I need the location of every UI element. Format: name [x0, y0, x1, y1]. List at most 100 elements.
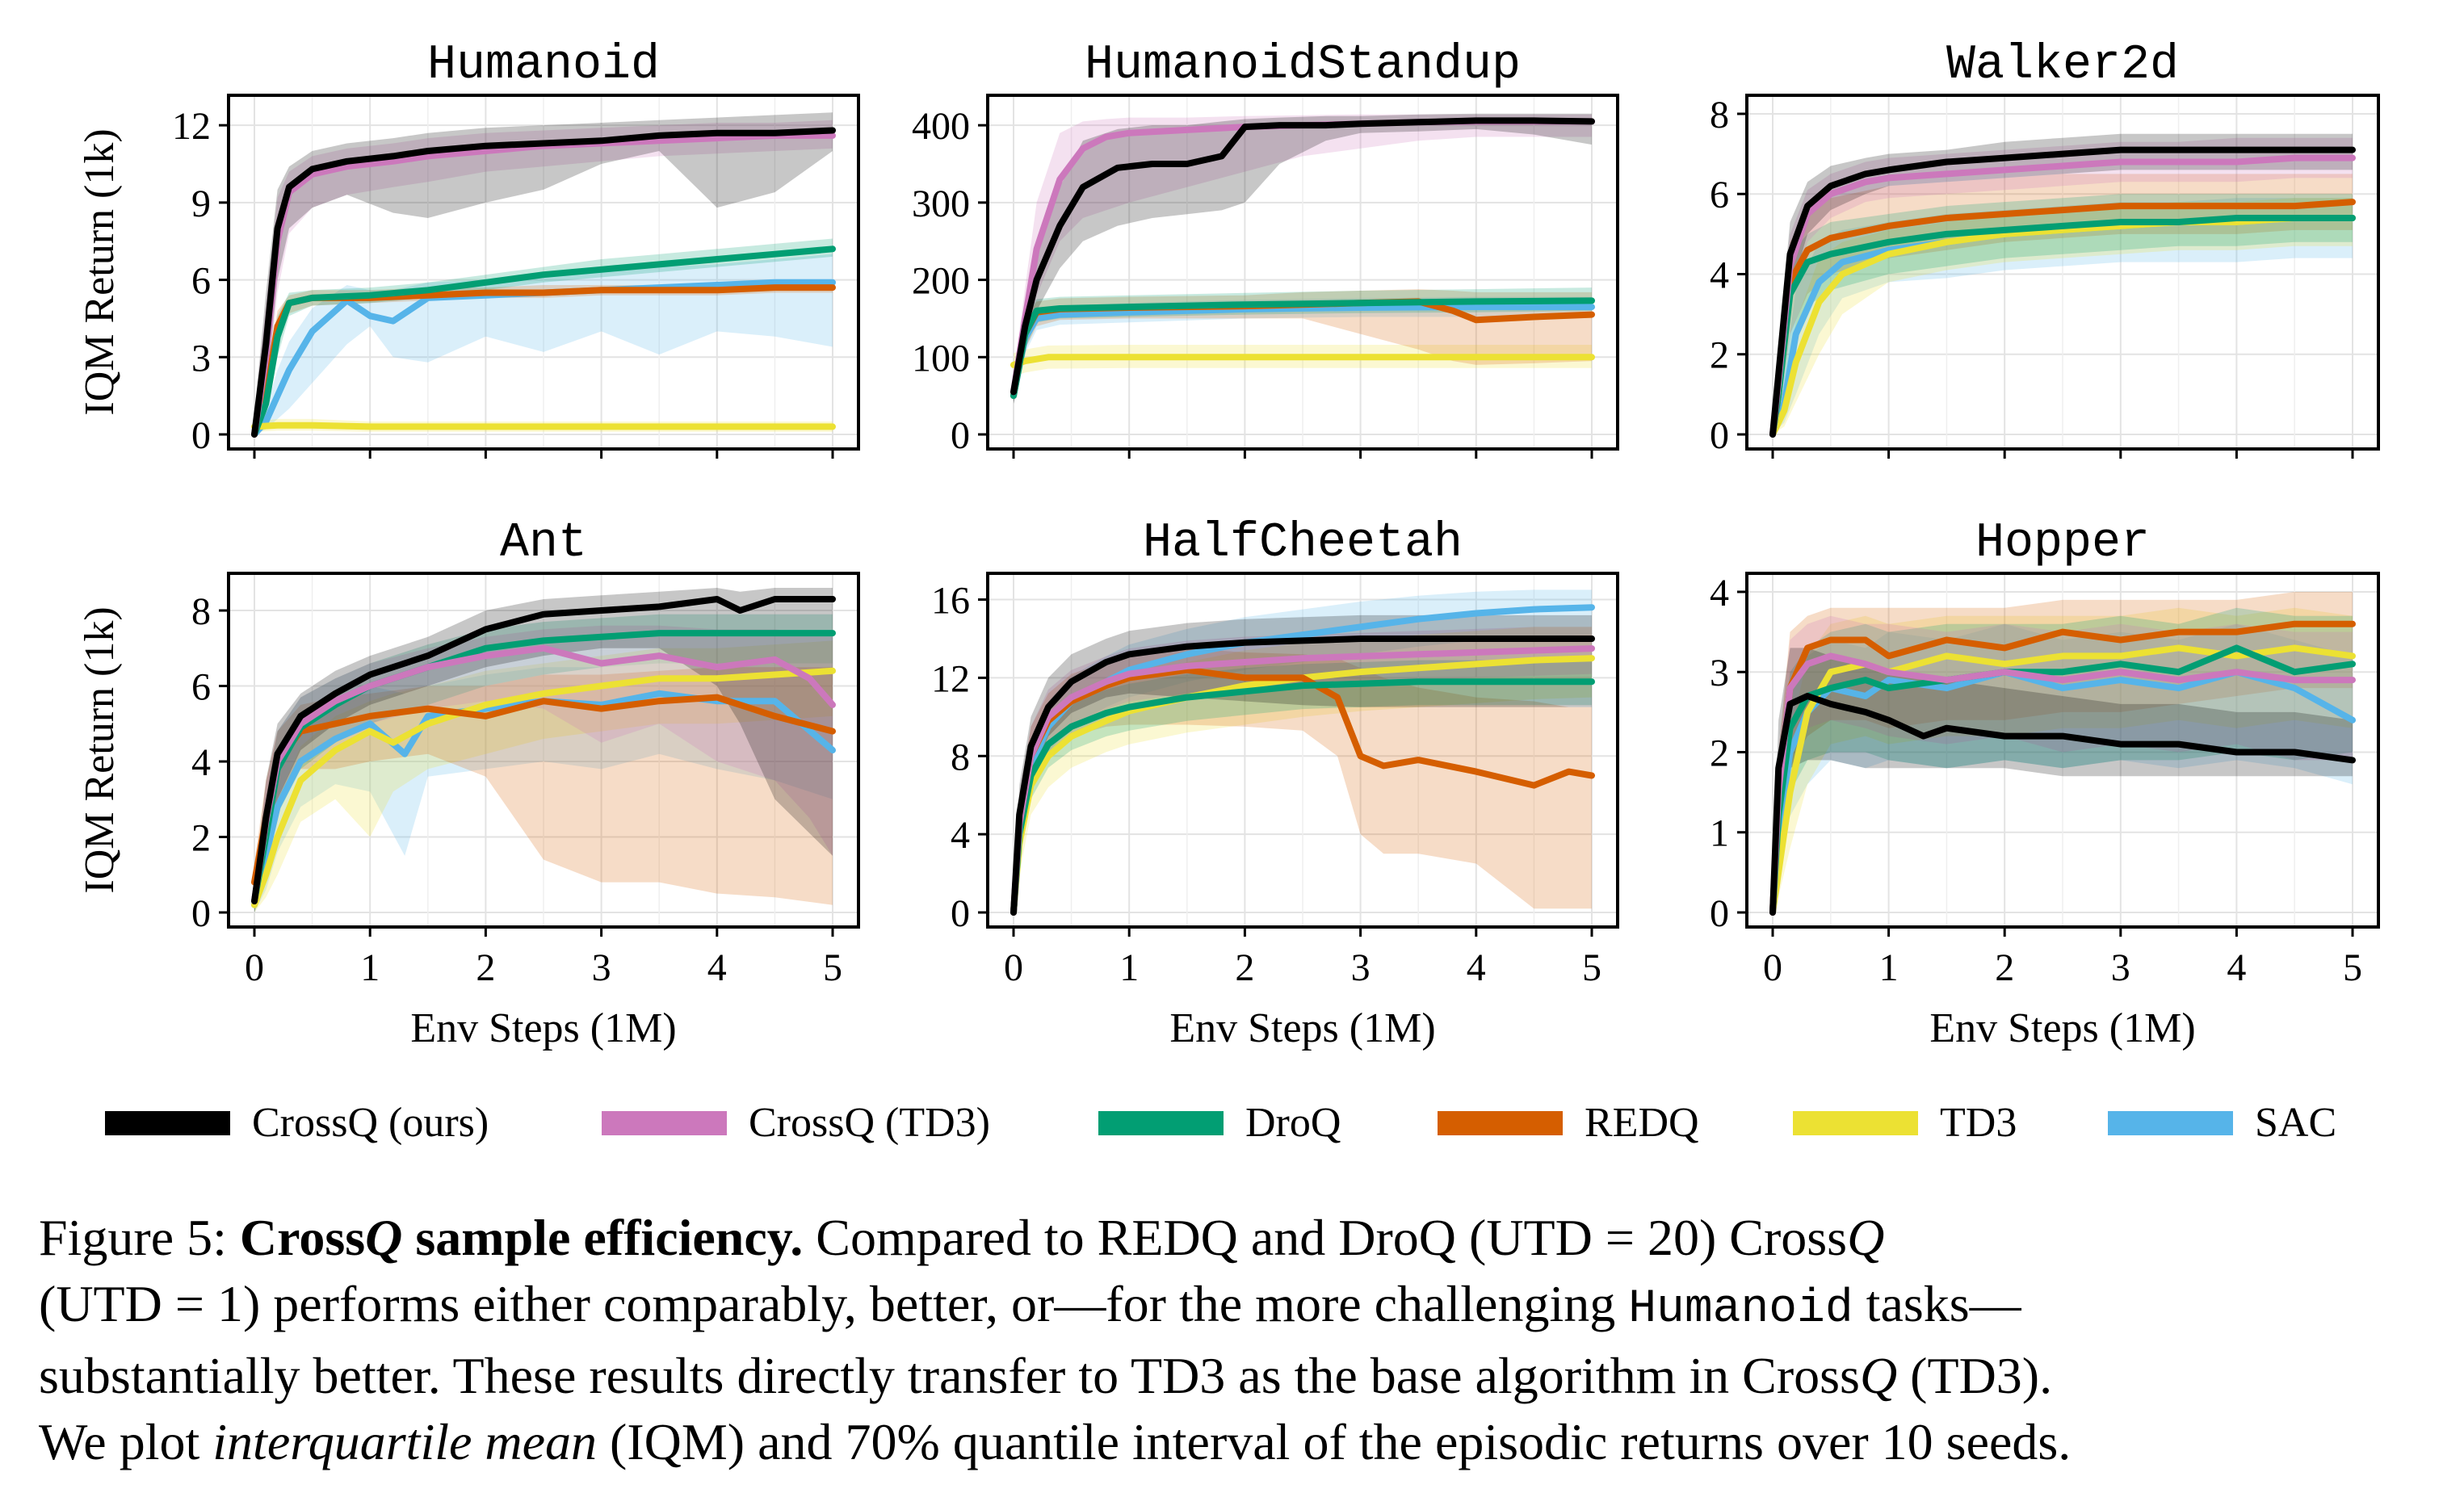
line-crossq-ours — [1769, 693, 2356, 916]
ytick-label: 2 — [191, 817, 211, 860]
ytick-label: 2 — [1710, 732, 1729, 774]
ytick-label: 3 — [191, 337, 211, 380]
caption-l4-a: We plot — [39, 1413, 213, 1470]
xtick-label: 0 — [1763, 946, 1782, 989]
legend-item-redq: REDQ — [1438, 1100, 1699, 1146]
legend-swatch — [1098, 1111, 1224, 1135]
caption-l4-b: (IQM) and 70% quantile interval of the e… — [597, 1413, 2072, 1470]
band-sac — [254, 663, 833, 912]
legend-item-crossq-ours: CrossQ (ours) — [105, 1100, 489, 1146]
legend-swatch — [2108, 1111, 2233, 1135]
line-crossq-td3 — [1769, 154, 2356, 438]
caption-l3-b: (TD3). — [1897, 1347, 2053, 1404]
band-droq — [254, 614, 833, 912]
line-redq — [1769, 199, 2356, 438]
x-axis-label: Env Steps (1M) — [410, 1005, 676, 1051]
ytick-label: 4 — [951, 814, 970, 857]
band-sac — [1773, 623, 2353, 912]
axes-frame — [986, 572, 1619, 929]
xtick-label: 1 — [360, 946, 380, 989]
panel-title: HalfCheetah — [1143, 516, 1463, 571]
xtick-label: 5 — [2343, 946, 2362, 989]
panel-title: Hopper — [1975, 516, 2150, 571]
band-crossq-td3 — [1773, 137, 2353, 434]
band-droq — [254, 238, 833, 434]
axes-frame — [227, 94, 860, 451]
ytick-label: 16 — [931, 580, 970, 623]
xtick-label: 1 — [1879, 946, 1899, 989]
line-td3 — [251, 422, 836, 430]
caption-title: CrossQ sample efficiency. — [240, 1209, 803, 1266]
panel-ant: 0 2 4 6 8 0 1 2 3 4 5 Ant IQM Return (1k) Env Steps (… — [77, 516, 860, 1051]
legend-item-td3: TD3 — [1793, 1100, 2017, 1146]
xtick-label: 4 — [2227, 946, 2246, 989]
legend-label: DroQ — [1245, 1100, 1341, 1146]
ytick-label: 2 — [1710, 334, 1729, 377]
panel-title: Walker2d — [1946, 38, 2179, 93]
band-redq — [1014, 289, 1592, 404]
panel-title: Ant — [500, 516, 587, 571]
band-crossq-ours — [1773, 133, 2353, 435]
ytick-label: 4 — [1710, 572, 1729, 614]
panel-title: Humanoid — [427, 38, 660, 93]
caption-l1-q: Q — [1847, 1209, 1885, 1266]
legend-swatch — [602, 1111, 727, 1135]
ytick-label: 9 — [191, 182, 211, 225]
legend-label: REDQ — [1585, 1100, 1699, 1146]
y-axis-label: IQM Return (1k) — [77, 606, 123, 893]
ytick-label: 1 — [1710, 812, 1729, 855]
figure-caption: Figure 5: CrossQ sample efficiency. Comp… — [39, 1205, 2429, 1475]
ytick-label: 12 — [931, 657, 970, 700]
ytick-label: 8 — [191, 590, 211, 633]
axes-frame — [1745, 94, 2380, 451]
caption-l3-a: substantially better. These results dire… — [39, 1347, 1860, 1404]
caption-l2-a: (UTD = 1) performs either comparably, be… — [39, 1275, 1629, 1332]
caption-l2-b: tasks— — [1853, 1275, 2021, 1332]
line-droq — [251, 630, 836, 904]
plot-area — [251, 112, 836, 438]
xtick-label: 0 — [1004, 946, 1023, 989]
line-crossq-td3 — [1010, 645, 1595, 916]
line-crossq-ours — [251, 596, 836, 904]
plot-area — [1010, 113, 1595, 404]
caption-label: Figure 5: — [39, 1209, 227, 1266]
band-crossq-td3 — [1773, 615, 2353, 912]
ytick-label: 4 — [191, 741, 211, 784]
xtick-label: 2 — [1995, 946, 2014, 989]
caption-l4-i: interquartile mean — [212, 1413, 598, 1470]
caption-title-q: Q — [365, 1209, 403, 1266]
xtick-label: 4 — [707, 946, 727, 989]
plot-area — [1769, 133, 2356, 438]
line-td3 — [1769, 215, 2356, 438]
band-td3 — [1014, 345, 1592, 377]
legend-swatch — [105, 1111, 230, 1135]
caption-l3-q: Q — [1859, 1347, 1898, 1404]
band-crossq-ours — [1014, 614, 1592, 912]
plot-area — [1769, 592, 2356, 916]
line-crossq-td3 — [1769, 652, 2356, 916]
plot-area — [251, 588, 836, 912]
band-crossq-td3 — [1014, 114, 1592, 404]
line-sac — [1010, 604, 1595, 916]
ytick-label: 200 — [912, 260, 970, 303]
xtick-label: 5 — [823, 946, 842, 989]
band-td3 — [1014, 627, 1592, 912]
band-droq — [1014, 660, 1592, 912]
x-axis-label: Env Steps (1M) — [1169, 1005, 1435, 1051]
line-crossq-td3 — [251, 644, 836, 904]
caption-l2-mono: Humanoid — [1628, 1283, 1853, 1336]
line-droq — [1010, 678, 1595, 916]
axes-frame — [986, 94, 1619, 451]
legend-item-crossq-td3: CrossQ (TD3) — [602, 1100, 990, 1146]
band-crossq-ours — [1014, 113, 1592, 404]
ytick-label: 8 — [1710, 94, 1729, 136]
band-crossq-ours — [254, 112, 833, 434]
caption-line-2: (UTD = 1) performs either comparably, be… — [39, 1271, 2429, 1343]
ytick-label: 0 — [1710, 892, 1729, 935]
xtick-label: 3 — [1351, 946, 1371, 989]
line-crossq-ours — [1010, 117, 1595, 396]
band-droq — [1773, 194, 2353, 434]
line-crossq-ours — [251, 127, 836, 438]
caption-title-b: sample efficiency. — [402, 1209, 804, 1266]
